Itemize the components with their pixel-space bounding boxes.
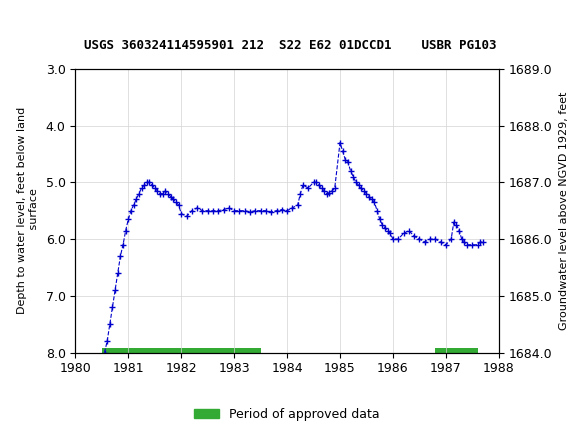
Bar — [435, 348, 477, 353]
Bar — [102, 348, 260, 353]
Y-axis label: Groundwater level above NGVD 1929, feet: Groundwater level above NGVD 1929, feet — [559, 92, 569, 330]
Text: USGS 360324114595901 212  S22 E62 01DCCD1    USBR PG103: USGS 360324114595901 212 S22 E62 01DCCD1… — [84, 39, 496, 52]
Text: ▒USGS: ▒USGS — [12, 15, 70, 37]
Y-axis label: Depth to water level, feet below land
 surface: Depth to water level, feet below land su… — [17, 107, 39, 314]
Legend: Period of approved data: Period of approved data — [189, 403, 385, 426]
